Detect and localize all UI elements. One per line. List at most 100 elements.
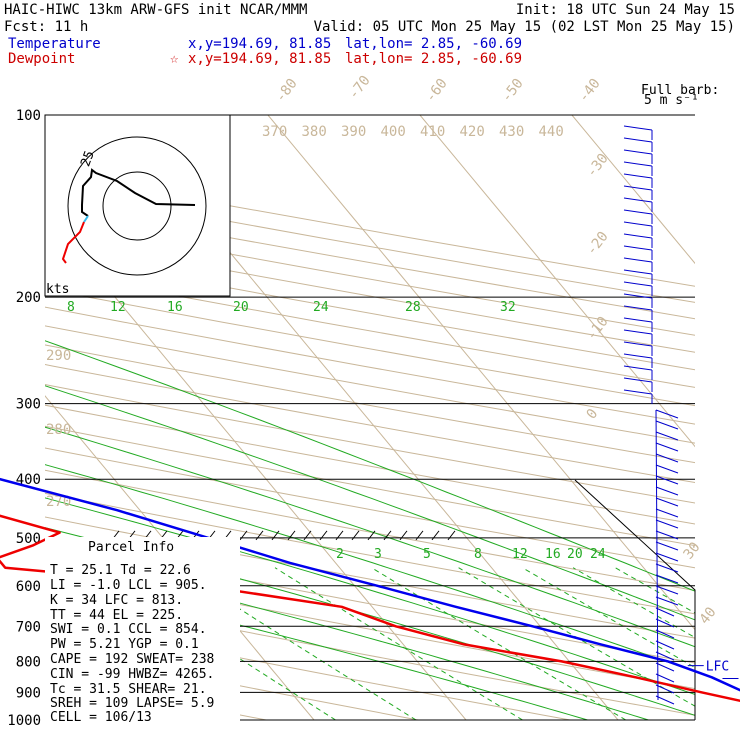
temperature-legend: Temperature [8, 36, 101, 52]
star-icon: ☆ [170, 51, 179, 67]
wind-barb-flag [655, 409, 679, 419]
hatch-mark [367, 530, 376, 541]
isotherm-label: 30 [681, 539, 704, 562]
mixing-ratio-label: 8 [474, 547, 482, 562]
pressure-tick-label: 700 [16, 619, 41, 635]
hatch-mark [303, 530, 312, 541]
hatch-mark [319, 530, 328, 541]
hatch-mark [415, 530, 424, 541]
moist-adiabat-label: 16 [167, 300, 183, 315]
wind-barb-flag [623, 209, 653, 215]
hodograph-trace-low [61, 221, 85, 264]
hatch-mark [447, 530, 456, 541]
barb-legend-line1: Full barb: [641, 83, 719, 98]
isotherm-label: 0 [584, 406, 602, 422]
pressure-tick-label: 1000 [7, 713, 41, 729]
wind-barb-flag [623, 341, 653, 347]
parcel-info-title: Parcel Info [88, 540, 174, 555]
wind-barb-flag [623, 377, 653, 383]
wind-barb-flag [655, 607, 675, 617]
theta-e-label: 440 [539, 124, 564, 140]
wind-barb-flag [623, 221, 653, 227]
wind-barb-flag [623, 269, 653, 275]
wind-barb-flag [655, 552, 679, 562]
wind-barb-flag [623, 185, 653, 191]
theta-label: 290 [46, 348, 71, 364]
wind-barb-flag [623, 233, 653, 239]
theta-e-label: 400 [381, 124, 406, 140]
mixing-ratio-line [614, 567, 695, 614]
mixing-ratio-line [371, 567, 627, 720]
isotherm-label: -60 [423, 76, 451, 106]
parcel-row: SWI = 0.1 CCL = 854. [50, 622, 207, 637]
moist-adiabat-label: 8 [67, 300, 75, 315]
isotherm-label: -30 [584, 151, 612, 181]
temperature-xy: x,y=194.69, 81.85 [188, 36, 331, 52]
hodograph-inset: 25 kts [44, 114, 231, 297]
dry-adiabat-line [45, 469, 695, 591]
wind-barb-flag [623, 149, 653, 155]
wind-barb-flag [623, 365, 653, 371]
wind-barb-flag [655, 464, 679, 474]
hodograph-trace-mid [83, 215, 89, 223]
valid-time: Valid: 05 UTC Mon 25 May 15 (02 LST Mon … [314, 19, 735, 35]
dewpoint-xy: x,y=194.69, 81.85 [188, 51, 331, 67]
dry-adiabat-line [45, 618, 571, 720]
parcel-info-background [45, 537, 240, 727]
mixing-ratio-line [274, 567, 523, 720]
dry-adiabat-line [45, 344, 695, 464]
moist-adiabat-label: 28 [405, 300, 421, 315]
init-time: Init: 18 UTC Sun 24 May 15 [516, 2, 735, 18]
moist-adiabat-label: 32 [500, 300, 516, 315]
pressure-tick-label: 300 [16, 397, 41, 413]
pressure-tick-label: 600 [16, 579, 41, 595]
parcel-levels: ELLFCCCLLCL [687, 660, 739, 680]
mixing-ratio-label: 24 [590, 547, 606, 562]
dry-adiabat-line [45, 288, 695, 407]
dry-adiabat-line [45, 516, 695, 639]
parcel-row: CELL = 106/13 [50, 710, 152, 725]
mixing-ratio-label: 16 [545, 547, 561, 562]
parcel-row: T = 25.1 Td = 22.6 [50, 563, 191, 578]
dewpoint-legend: Dewpoint [8, 51, 75, 67]
hodograph-outer-ring [67, 136, 207, 276]
isotherm-line [115, 115, 619, 720]
forecast-hour: Fcst: 11 h [4, 19, 88, 35]
hodograph-trace-upper [81, 168, 196, 217]
hatch-mark [271, 530, 280, 541]
wind-barb-flag [623, 305, 653, 311]
hodograph-inner-ring [102, 171, 172, 241]
wind-barb-flag [655, 618, 675, 628]
hatch-mark [287, 530, 296, 541]
mixing-ratio-label: 12 [512, 547, 528, 562]
isotherm-line [0, 115, 10, 720]
hodograph-frame [44, 114, 231, 297]
wind-barb-flag [655, 453, 679, 463]
theta-e-label: 370 [262, 124, 287, 140]
theta-e-label: 380 [302, 124, 327, 140]
mixing-ratio-label: 3 [374, 547, 382, 562]
wind-barb-staff [655, 409, 659, 701]
wind-barb-flag [655, 420, 679, 430]
moist-adiabat-label: 20 [233, 300, 249, 315]
isotherm-label: -80 [273, 76, 301, 106]
dewpoint-latlon: lat,lon= 2.85, -60.69 [345, 51, 522, 67]
hatch-mark [239, 530, 248, 541]
wind-barb-flag [623, 197, 653, 203]
hatch-mark [255, 530, 264, 541]
pressure-tick-label: 500 [16, 531, 41, 547]
wind-barb-flag [623, 161, 653, 167]
wind-barb-flag [655, 442, 679, 452]
mixing-ratio-line [458, 567, 695, 707]
wind-barb-flag [623, 173, 653, 179]
pressure-tick-label: 900 [16, 685, 41, 701]
wind-barb-flag [655, 497, 679, 507]
wind-barb-flag [623, 317, 653, 323]
theta-e-label: 420 [460, 124, 485, 140]
wind-barb-flag [655, 508, 679, 518]
wind-barb-flag [623, 389, 653, 395]
wind-barb-flag [655, 486, 679, 496]
theta-label: 270 [46, 494, 71, 510]
mixing-ratio-label: 2 [336, 547, 344, 562]
